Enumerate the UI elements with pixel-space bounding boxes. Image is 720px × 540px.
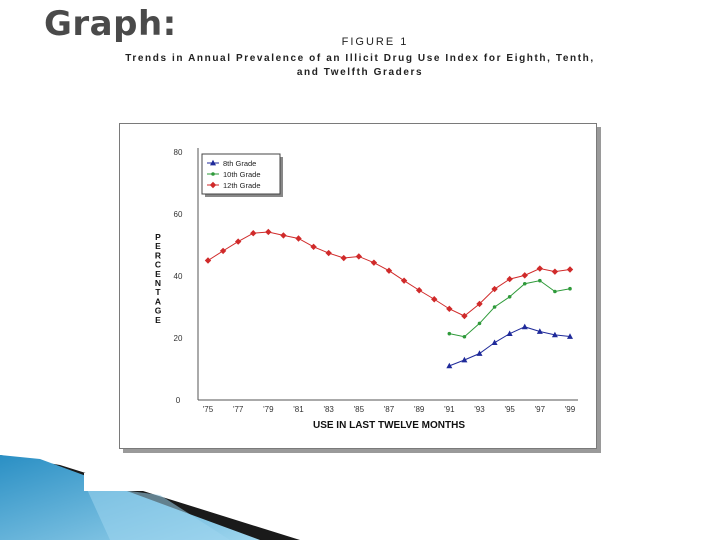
data-point-10th-grade [507,294,512,299]
data-point-12th-grade [551,268,559,275]
data-point-8th-grade [536,328,543,334]
data-point-12th-grade [355,253,363,260]
data-point-12th-grade [476,300,483,308]
data-point-10th-grade [568,286,572,291]
y-tick-label: 40 [174,272,183,281]
data-point-10th-grade [538,278,542,283]
data-point-8th-grade [551,331,558,338]
data-point-10th-grade [447,331,452,336]
series-line-12th-grade [207,231,571,317]
legend-entry-8th-grade: 8th Grade [223,159,256,168]
x-tick-label: '77 [233,405,244,414]
data-point-12th-grade [491,285,498,293]
data-point-12th-grade [431,296,438,303]
figure-label: FIGURE 1 [341,36,409,48]
line-chart: 0 20 40 60 80 '75 '77 '79 '81 '83 '85 '87 '89 '91 '93 '… [155,148,578,431]
slide-title: Graph: [44,4,177,44]
chart-frame: 0 20 40 60 80 '75 '77 '79 '81 '83 '85 '87 '89 '91 '93 '… [119,123,597,449]
x-tick-label: '83 [323,405,334,414]
x-tick-label: '97 [535,405,546,414]
x-tick-label: '75 [203,405,214,414]
footer-white-block [84,473,158,491]
legend-box [201,153,281,195]
figure-caption-line-1: Trends in Annual Prevalence of an Illici… [125,53,595,64]
data-point-10th-grade [462,334,467,339]
data-point-12th-grade [461,312,468,320]
data-point-12th-grade [400,277,408,284]
x-tick-label: '87 [384,405,395,414]
data-point-8th-grade [521,323,528,330]
footer-decoration [0,455,300,540]
data-point-12th-grade [265,228,272,236]
legend-marker-8th-grade [210,159,216,166]
data-point-12th-grade [385,267,393,274]
data-point-8th-grade [461,356,468,363]
data-point-10th-grade [553,289,557,294]
x-tick-label: '89 [414,405,425,414]
x-tick-label: '91 [444,405,455,414]
y-tick-label: 60 [174,210,183,219]
x-tick-label: '79 [263,405,274,414]
data-point-12th-grade [446,305,453,313]
figure-caption-line-2: and Twelfth Graders [296,67,424,78]
y-tick-label: 20 [174,334,183,343]
legend-entry-12th-grade: 12th Grade [223,181,261,190]
data-point-12th-grade [219,247,227,255]
y-tick-label: 80 [174,148,183,157]
data-point-8th-grade [506,330,513,337]
data-point-8th-grade [476,350,483,356]
footer-band-light [85,485,230,540]
figure-caption: Trends in Annual Prevalence of an Illici… [100,52,620,80]
data-point-10th-grade [477,321,482,326]
y-tick-label: 0 [176,396,181,405]
data-point-12th-grade [280,232,287,239]
x-tick-label: '85 [354,405,365,414]
data-point-12th-grade [295,235,302,242]
data-point-10th-grade [492,305,497,309]
x-axis-label: USE IN LAST TWELVE MONTHS [313,420,465,431]
data-point-12th-grade [370,259,378,266]
data-point-8th-grade [446,362,453,369]
legend-marker-10th-grade [211,172,215,176]
data-point-8th-grade [567,333,573,339]
legend-entry-10th-grade: 10th Grade [223,170,261,179]
data-point-12th-grade [204,257,212,264]
x-tick-label: '99 [565,405,576,414]
data-point-12th-grade [250,230,257,237]
data-point-12th-grade [521,272,528,279]
data-point-12th-grade [325,249,332,257]
data-point-12th-grade [566,266,574,273]
data-point-12th-grade [234,238,242,245]
data-point-8th-grade [491,339,498,346]
x-tick-label: '81 [293,405,304,414]
data-point-10th-grade [522,281,527,286]
data-point-12th-grade [536,265,544,272]
x-tick-label: '95 [504,405,515,414]
data-point-12th-grade [310,243,317,251]
data-point-12th-grade [506,275,513,283]
data-point-12th-grade [340,254,347,262]
series-line-10th-grade [449,280,571,338]
data-point-12th-grade [415,287,423,294]
x-tick-label: '93 [474,405,485,414]
